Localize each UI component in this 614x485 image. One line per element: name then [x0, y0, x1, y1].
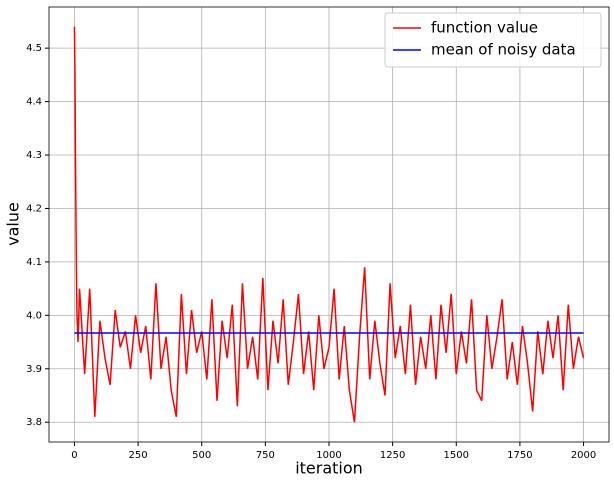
- x-axis-label: iteration: [295, 459, 363, 478]
- x-tick-label: 0: [71, 450, 77, 461]
- x-tick-label: 500: [192, 450, 211, 461]
- x-tick-label: 250: [129, 450, 148, 461]
- y-tick-label: 4.1: [26, 257, 42, 268]
- x-tick-label: 1500: [444, 450, 469, 461]
- y-tick-label: 3.8: [26, 417, 42, 428]
- y-tick-label: 4.3: [26, 150, 42, 161]
- plot-frame: [48, 6, 610, 443]
- y-tick-label: 4.4: [26, 97, 42, 108]
- x-tick-label: 1000: [316, 450, 341, 461]
- y-axis-label: value: [4, 202, 23, 246]
- legend-label: function value: [431, 19, 538, 37]
- x-tick-label: 2000: [571, 450, 596, 461]
- x-tick-label: 1250: [380, 450, 405, 461]
- y-tick-label: 4.5: [26, 43, 42, 54]
- x-tick-label: 1750: [507, 450, 532, 461]
- y-tick-label: 3.9: [26, 364, 42, 375]
- y-tick-label: 4.0: [26, 310, 42, 321]
- legend-box: [384, 12, 602, 68]
- y-tick-label: 4.2: [26, 203, 42, 214]
- legend-label: mean of noisy data: [431, 41, 576, 59]
- x-tick-label: 750: [256, 450, 275, 461]
